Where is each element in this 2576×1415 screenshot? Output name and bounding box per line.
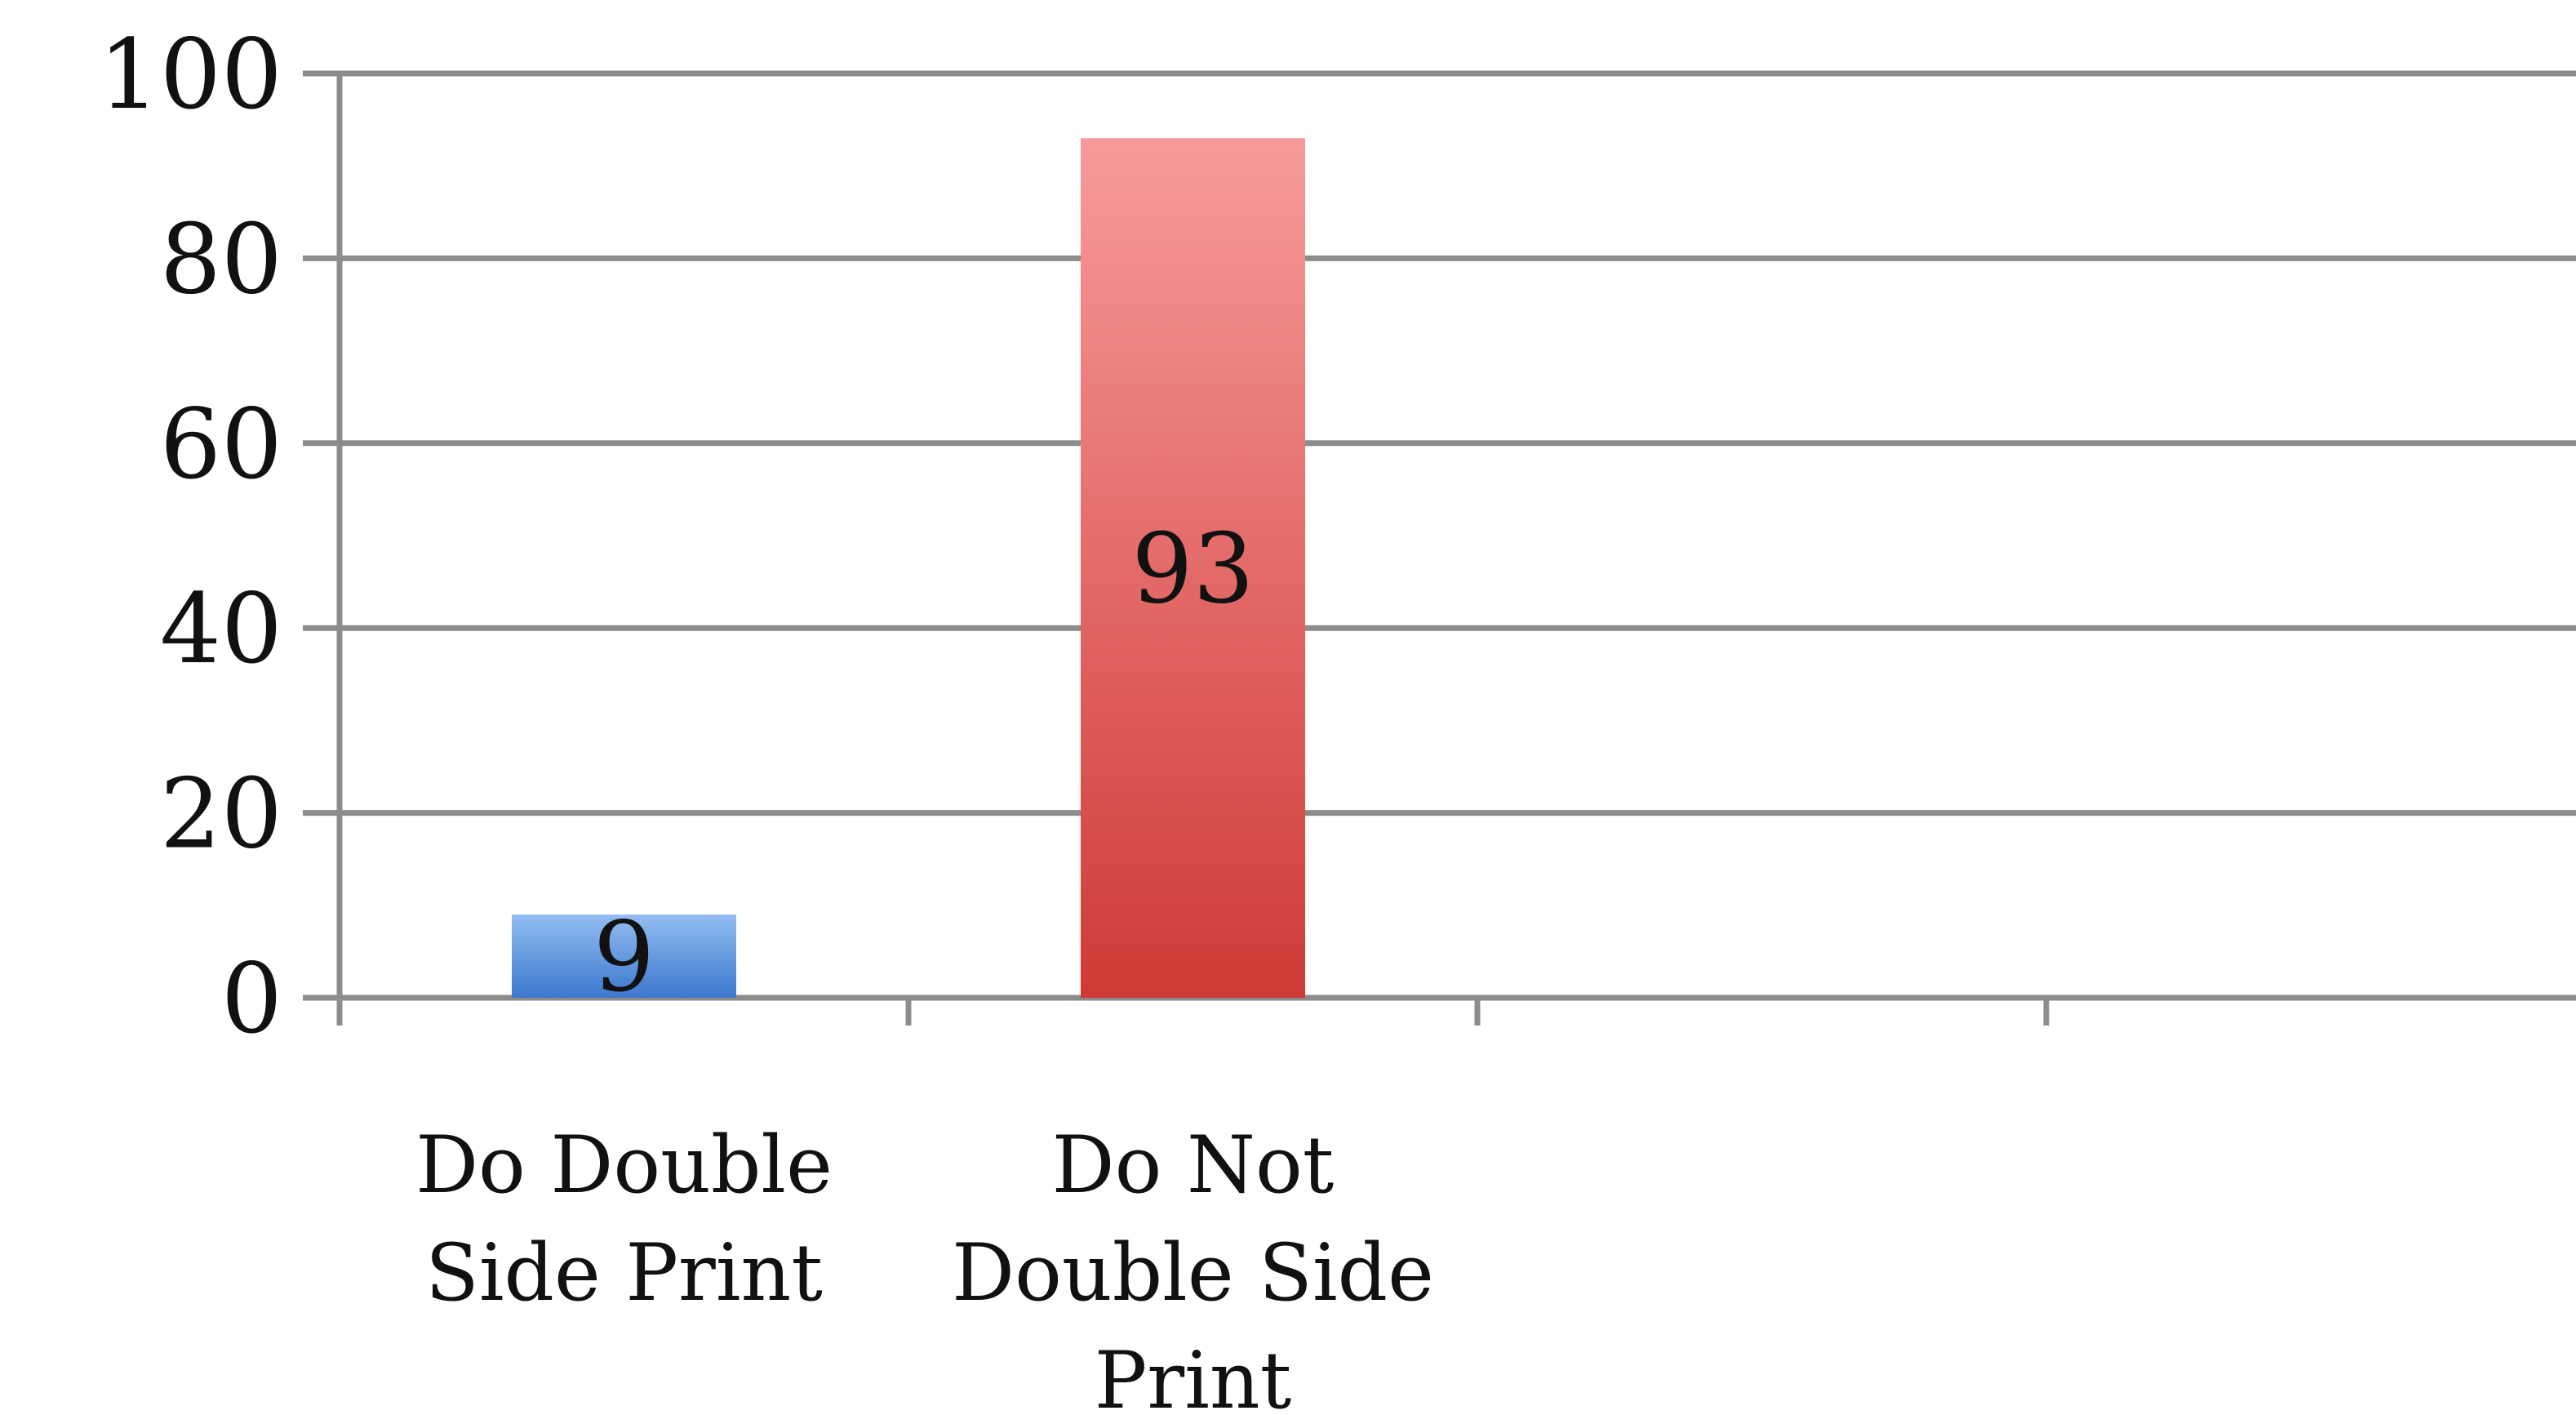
y-tick-label: 80 — [160, 202, 282, 315]
axes — [336, 73, 2050, 1026]
bar — [512, 914, 736, 998]
bars — [512, 138, 1305, 999]
data-labels: 9 93 — [593, 513, 1255, 1013]
gridlines — [303, 70, 2576, 1001]
data-label: 93 — [1131, 513, 1254, 625]
x-category-label: Do Not Double Side Print — [952, 1119, 1434, 1415]
y-tick-label: 60 — [160, 388, 282, 501]
y-tick-label: 100 — [99, 18, 282, 131]
y-axis-tick-labels: 0 20 40 60 80 100 — [99, 18, 282, 1055]
bar — [1081, 138, 1305, 999]
data-label: 9 — [593, 901, 655, 1013]
y-tick-label: 20 — [160, 758, 282, 870]
y-tick-label: 40 — [160, 572, 282, 685]
y-tick-label: 0 — [221, 942, 282, 1055]
x-axis-category-labels: Do Double Side Print Do Not Double Side Prin… — [415, 1119, 1434, 1415]
x-category-label: Do Double Side Print — [415, 1119, 833, 1319]
